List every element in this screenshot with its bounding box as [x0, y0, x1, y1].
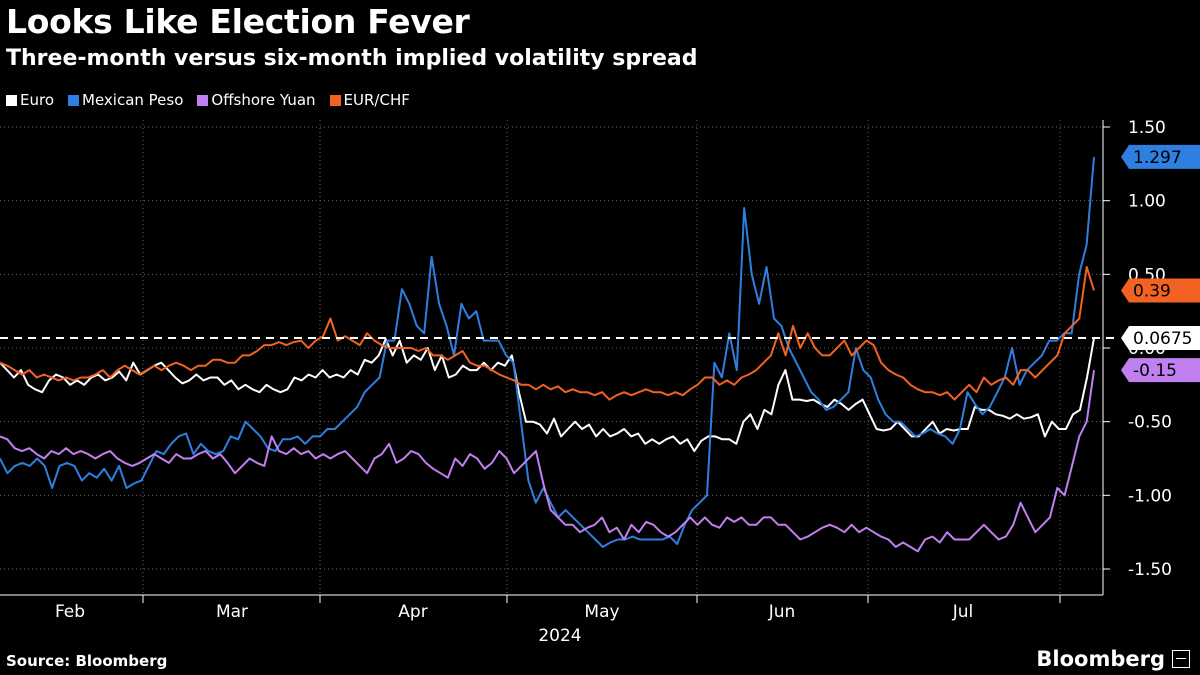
legend: Euro Mexican Peso Offshore Yuan EUR/CHF	[6, 91, 410, 109]
y-tick-label-4: -0.50	[1128, 413, 1172, 433]
y-tick-label-0: 1.50	[1128, 118, 1166, 138]
logo-box-icon	[1172, 650, 1190, 668]
end-label-mexican-peso: 1.297	[1133, 148, 1182, 168]
x-month-label-jul: Jul	[952, 602, 974, 622]
x-month-label-jun: Jun	[768, 602, 796, 622]
end-label-bg-offshore-yuan	[1121, 358, 1200, 383]
x-month-label-feb: Feb	[55, 602, 85, 622]
legend-item-eur-chf: EUR/CHF	[329, 91, 410, 109]
chart-subtitle: Three-month versus six-month implied vol…	[6, 46, 698, 71]
end-label-euro: 0.0675	[1133, 329, 1192, 349]
y-tick-label-5: -1.00	[1128, 486, 1172, 506]
x-axis-year-label: 2024	[538, 626, 581, 646]
legend-label-offshore-yuan: Offshore Yuan	[211, 91, 316, 109]
end-label-bg-euro	[1121, 326, 1200, 351]
brand-name: Bloomberg	[1036, 647, 1165, 671]
series-line-offshore-yuan	[0, 369, 1095, 553]
end-label-eur-chf: 0.39	[1133, 282, 1171, 302]
legend-item-offshore-yuan: Offshore Yuan	[197, 91, 316, 109]
series-line-euro	[0, 337, 1095, 453]
legend-label-eur-chf: EUR/CHF	[343, 91, 410, 109]
legend-swatch-euro	[6, 94, 17, 106]
bloomberg-logo: Bloomberg	[1036, 647, 1190, 671]
legend-label-euro: Euro	[20, 91, 54, 109]
y-tick-label-1: 1.00	[1128, 192, 1166, 212]
legend-swatch-eur-chf	[329, 94, 341, 106]
series-line-mexican-peso	[0, 156, 1095, 548]
x-month-label-apr: Apr	[398, 602, 427, 622]
x-month-label-may: May	[584, 602, 619, 622]
end-label-bg-eur-chf	[1121, 278, 1200, 303]
legend-swatch-offshore-yuan	[197, 94, 209, 106]
y-tick-label-6: -1.50	[1128, 560, 1172, 580]
chart-title: Looks Like Election Fever	[6, 2, 470, 41]
end-label-offshore-yuan: -0.15	[1133, 361, 1177, 381]
legend-item-mexican-peso: Mexican Peso	[68, 91, 183, 109]
legend-item-euro: Euro	[6, 91, 54, 109]
series-line-eur-chf	[0, 266, 1095, 401]
legend-swatch-mexican-peso	[68, 94, 79, 106]
legend-label-mexican-peso: Mexican Peso	[82, 91, 184, 109]
source-note: Source: Bloomberg	[6, 652, 168, 670]
x-month-label-mar: Mar	[216, 602, 248, 622]
end-label-bg-mexican-peso	[1121, 144, 1200, 169]
